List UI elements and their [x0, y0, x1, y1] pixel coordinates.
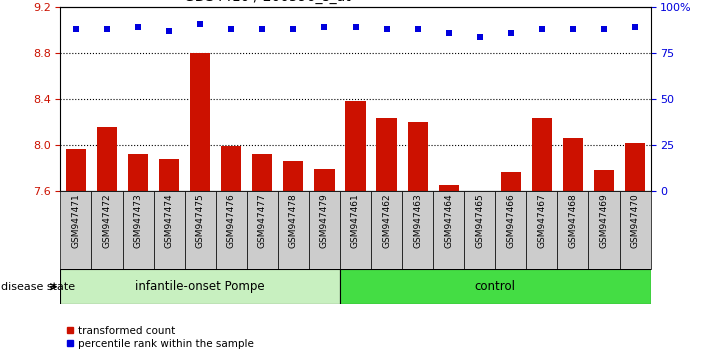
Bar	[60, 191, 92, 269]
Point	[195, 21, 206, 27]
Text: GSM947474: GSM947474	[165, 194, 173, 248]
Bar	[340, 269, 651, 304]
Bar	[346, 101, 365, 191]
Bar	[501, 172, 521, 191]
Text: GSM947463: GSM947463	[413, 194, 422, 248]
Bar	[278, 191, 309, 269]
Text: GSM947475: GSM947475	[196, 194, 205, 248]
Legend: transformed count, percentile rank within the sample: transformed count, percentile rank withi…	[65, 326, 254, 349]
Text: GSM947462: GSM947462	[382, 194, 391, 248]
Text: GSM947476: GSM947476	[227, 194, 236, 248]
Text: GDS4410 / 200596_s_at: GDS4410 / 200596_s_at	[183, 0, 351, 4]
Text: GSM947465: GSM947465	[475, 194, 484, 248]
Point	[474, 34, 486, 39]
Bar	[97, 127, 117, 191]
Point	[536, 26, 547, 32]
Bar	[371, 191, 402, 269]
Point	[70, 26, 82, 32]
Bar	[215, 191, 247, 269]
Text: GSM947466: GSM947466	[506, 194, 515, 248]
Bar	[283, 161, 304, 191]
Point	[164, 28, 175, 34]
Bar	[619, 191, 651, 269]
Bar	[402, 191, 433, 269]
Point	[412, 26, 423, 32]
Text: GSM947468: GSM947468	[568, 194, 577, 248]
Text: GSM947461: GSM947461	[351, 194, 360, 248]
Bar	[309, 191, 340, 269]
Point	[102, 26, 113, 32]
Bar	[185, 191, 215, 269]
Point	[350, 24, 361, 30]
Bar	[154, 191, 185, 269]
Bar	[433, 191, 464, 269]
Point	[629, 24, 641, 30]
Bar	[92, 191, 122, 269]
Point	[567, 26, 579, 32]
Bar	[557, 191, 589, 269]
Text: GSM947473: GSM947473	[134, 194, 143, 248]
Bar	[594, 171, 614, 191]
Bar	[159, 159, 179, 191]
Bar	[464, 191, 496, 269]
Bar	[526, 191, 557, 269]
Point	[288, 26, 299, 32]
Bar	[122, 191, 154, 269]
Text: infantile-onset Pompe: infantile-onset Pompe	[135, 280, 265, 293]
Text: GSM947477: GSM947477	[258, 194, 267, 248]
Point	[319, 24, 330, 30]
Bar	[247, 191, 278, 269]
Bar	[439, 185, 459, 191]
Bar	[376, 118, 397, 191]
Point	[257, 26, 268, 32]
Point	[505, 30, 516, 36]
Bar	[407, 122, 428, 191]
Text: GSM947479: GSM947479	[320, 194, 329, 248]
Bar	[314, 169, 335, 191]
Bar	[66, 149, 86, 191]
Bar	[496, 191, 526, 269]
Bar	[190, 53, 210, 191]
Bar	[625, 143, 645, 191]
Text: GSM947472: GSM947472	[102, 194, 112, 248]
Point	[132, 24, 144, 30]
Text: GSM947471: GSM947471	[72, 194, 80, 248]
Point	[225, 26, 237, 32]
Text: GSM947469: GSM947469	[599, 194, 609, 248]
Bar	[589, 191, 619, 269]
Bar	[532, 118, 552, 191]
Text: GSM947478: GSM947478	[289, 194, 298, 248]
Bar	[60, 269, 340, 304]
Bar	[128, 154, 148, 191]
Point	[443, 30, 454, 36]
Text: control: control	[475, 280, 515, 293]
Text: GSM947467: GSM947467	[538, 194, 546, 248]
Bar	[563, 138, 583, 191]
Point	[381, 26, 392, 32]
Text: disease state: disease state	[1, 282, 75, 292]
Bar	[340, 191, 371, 269]
Bar	[221, 146, 241, 191]
Point	[598, 26, 609, 32]
Text: GSM947470: GSM947470	[631, 194, 639, 248]
Bar	[252, 154, 272, 191]
Text: GSM947464: GSM947464	[444, 194, 453, 248]
